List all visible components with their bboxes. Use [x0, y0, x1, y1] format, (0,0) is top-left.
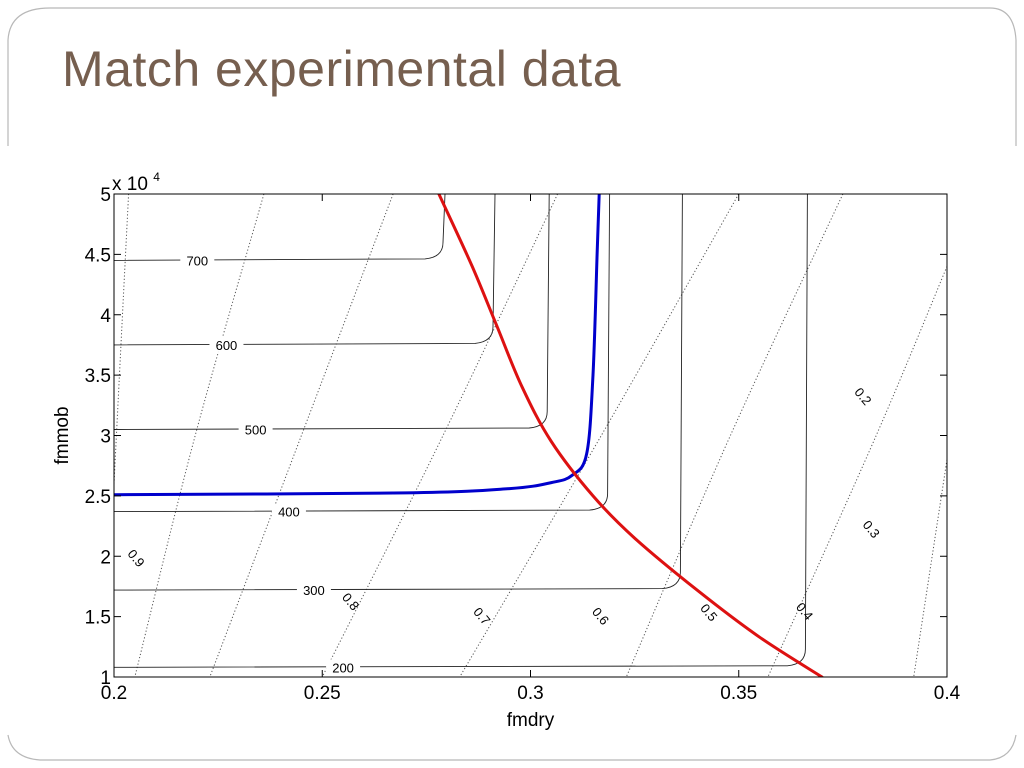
dotted-contour-0.4	[625, 194, 844, 677]
contour-label-bg-300	[296, 582, 331, 598]
frame-bottom-border	[7, 734, 1017, 761]
contour-label-200: 200	[332, 660, 354, 675]
dotted-contour-0.9	[114, 194, 130, 484]
solid-contour-300	[114, 194, 683, 591]
contour-label-500: 500	[245, 422, 267, 437]
series-line-1	[437, 194, 824, 677]
series-lines	[114, 194, 824, 677]
y-tick-label: 1.5	[85, 608, 111, 629]
solid-contours	[114, 194, 808, 668]
contour-label-700: 700	[186, 253, 208, 268]
slide-title: Match experimental data	[62, 41, 622, 97]
contour-label-300: 300	[303, 583, 325, 598]
y-tick-label: 2.5	[85, 487, 111, 508]
dotted-contour-0.5	[459, 194, 740, 677]
contour-label-bg-700	[180, 252, 215, 268]
solid-contour-500	[114, 194, 550, 430]
contour-label-bg-200	[326, 659, 361, 675]
y-exponent-label: x 10 4	[112, 170, 160, 195]
y-tick-label: 3	[100, 427, 111, 448]
y-tick-label: 1	[100, 668, 111, 689]
y-exponent-base: x 10	[112, 174, 148, 195]
contour-label-600: 600	[216, 338, 238, 353]
y-tick-label: 5	[100, 185, 111, 206]
contour-label-bg-600	[209, 336, 244, 352]
dotted-contours	[114, 194, 947, 677]
dotted-label-0.8: 0.8	[339, 590, 362, 613]
solid-contour-400	[114, 194, 611, 513]
x-tick-label: 0.25	[304, 683, 341, 704]
y-tick-label: 2	[100, 547, 111, 568]
x-tick-label: 0.4	[934, 683, 961, 704]
frame-top-border	[50, 7, 1017, 146]
x-tick-label: 0.3	[517, 683, 543, 704]
y-tick-label: 4	[100, 306, 111, 327]
contour-label-bg-500	[238, 421, 273, 437]
frame-top-left-border	[7, 7, 51, 146]
axis-ticks: 0.2 0.25 0.3 0.35 0.4 1 1.5 2 2.5 3 3.5 4 4.5 5	[85, 185, 961, 704]
series-line-0	[114, 194, 601, 497]
x-axis-label: fmdry	[507, 710, 555, 731]
dotted-contour-0.7	[209, 194, 394, 677]
dotted-label-0.4: 0.4	[793, 600, 816, 623]
dotted-label-0.2: 0.2	[851, 385, 874, 408]
y-exponent-power: 4	[153, 170, 160, 184]
dotted-label-0.6: 0.6	[589, 604, 612, 627]
dotted-label-0.7: 0.7	[470, 604, 493, 627]
x-tick-label: 0.2	[101, 683, 127, 704]
y-axis-label: fmmob	[52, 406, 73, 464]
solid-contour-600	[114, 194, 496, 346]
y-tick-label: 3.5	[85, 366, 111, 387]
dotted-label-0.9: 0.9	[125, 546, 148, 569]
y-tick-label: 4.5	[85, 245, 111, 266]
x-tick-label: 0.35	[720, 683, 757, 704]
dotted-contour-0.2	[913, 459, 947, 677]
contour-label-400: 400	[278, 505, 300, 520]
dotted-contour-0.3	[767, 266, 947, 677]
solid-contour-200	[114, 194, 808, 668]
solid-contour-700	[114, 194, 446, 261]
contour-label-bg-400	[271, 503, 306, 519]
dotted-label-0.3: 0.3	[860, 517, 883, 540]
